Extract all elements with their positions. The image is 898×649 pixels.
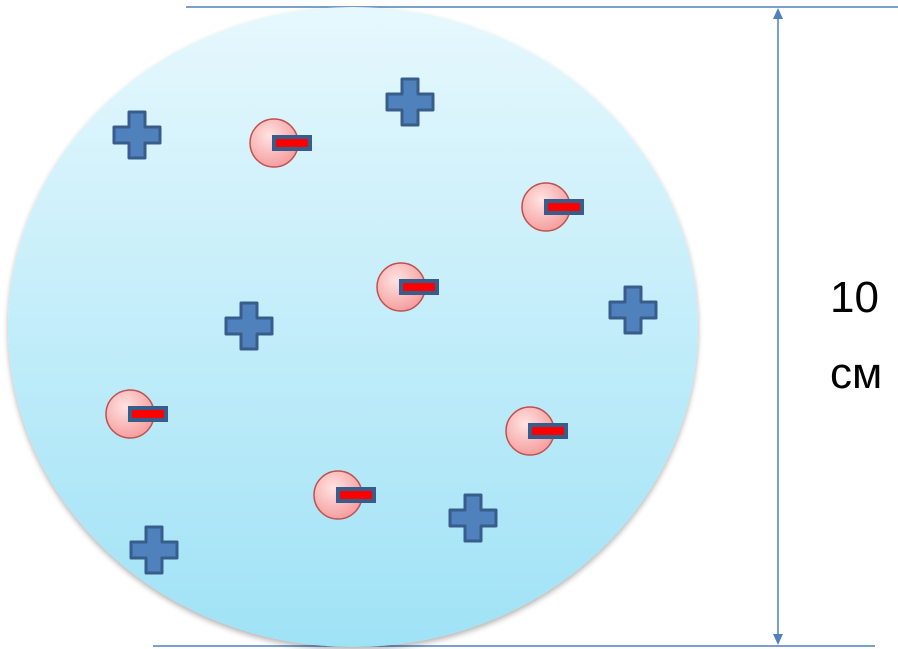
plus-icon (224, 301, 274, 351)
plus-icon (385, 77, 435, 127)
electron (313, 470, 376, 520)
minus-icon (399, 279, 439, 295)
minus-icon (544, 199, 584, 215)
electron (105, 389, 168, 439)
plus-icon (608, 285, 658, 335)
atom-sphere (8, 7, 698, 647)
minus-icon (336, 487, 376, 503)
minus-icon (272, 135, 312, 151)
plus-icon (112, 110, 162, 160)
electron (249, 118, 312, 168)
minus-icon (128, 406, 168, 422)
plus-icon (448, 493, 498, 543)
electrons (105, 118, 584, 520)
electron (521, 182, 584, 232)
plus-icon (129, 525, 179, 575)
dimension-value: 10 (830, 273, 879, 322)
electron (376, 262, 439, 312)
electron (505, 406, 568, 456)
dimension-arrowhead-bottom (773, 634, 783, 645)
dimension-arrowhead-top (773, 8, 783, 19)
minus-icon (528, 423, 568, 439)
positive-charges (112, 77, 658, 575)
dimension-unit: см (830, 349, 883, 398)
